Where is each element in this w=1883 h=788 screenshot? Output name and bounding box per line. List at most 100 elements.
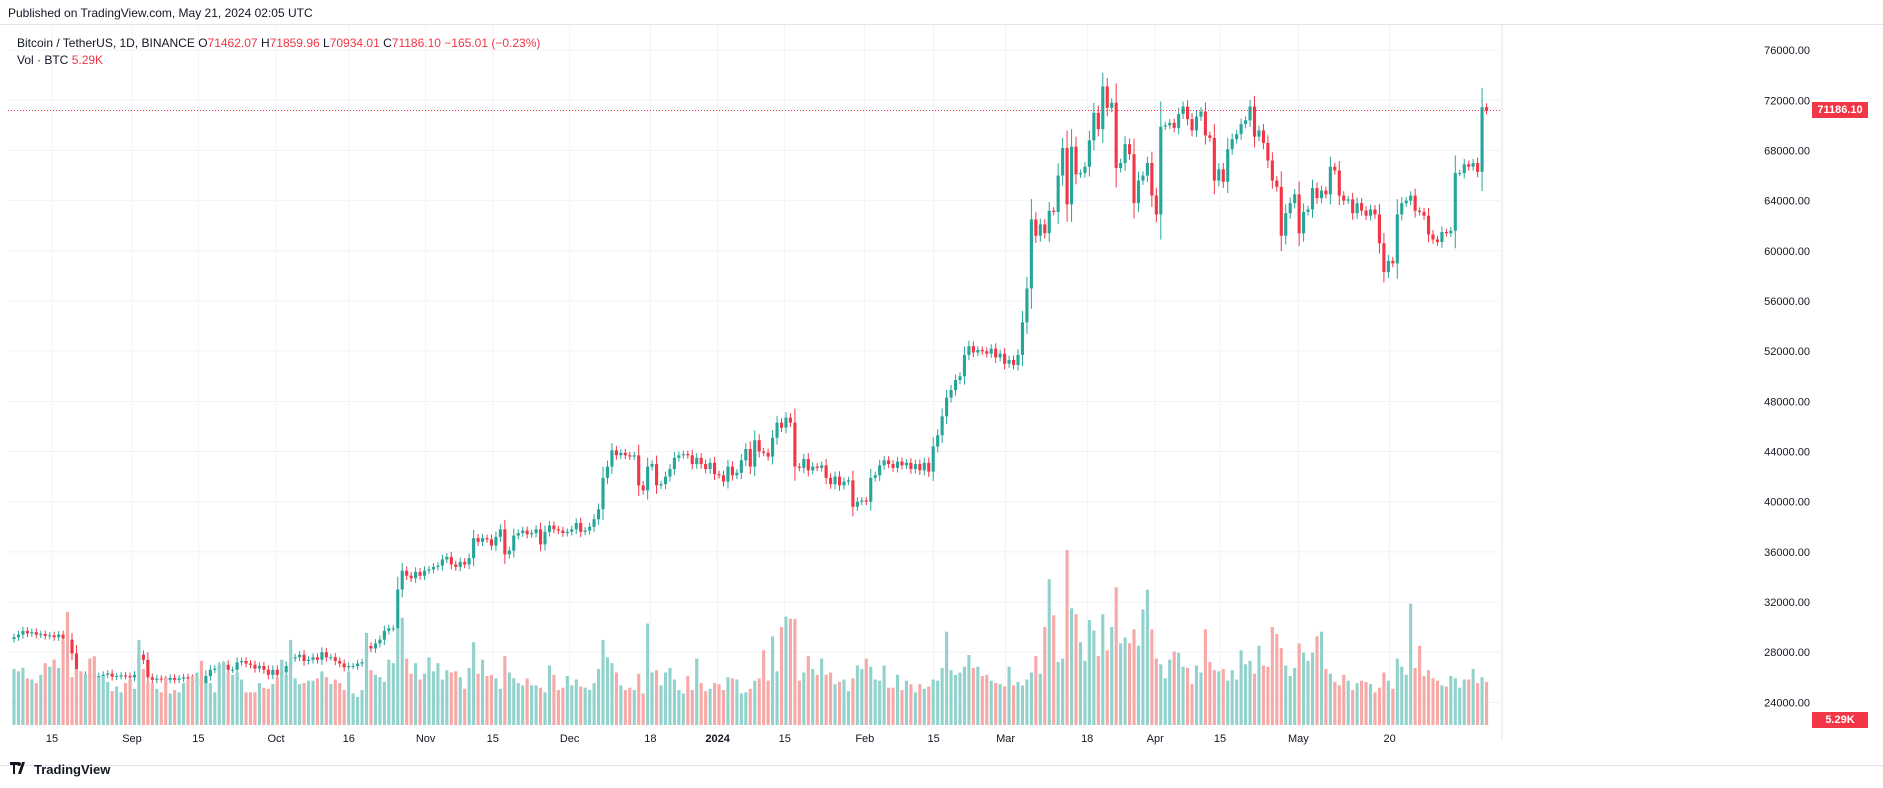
candle-body	[940, 416, 944, 436]
volume-bar	[1395, 658, 1399, 725]
volume-bar	[628, 687, 632, 725]
candle-body	[1016, 354, 1020, 365]
volume-bar	[1154, 658, 1158, 725]
volume-bar	[1413, 667, 1417, 725]
volume-bar	[1034, 656, 1038, 725]
volume-bar	[579, 686, 583, 725]
candle-body	[1163, 125, 1167, 127]
volume-bar	[806, 656, 810, 725]
volume-bar	[601, 639, 605, 725]
volume-bar	[1453, 678, 1457, 725]
candle-body	[119, 675, 123, 677]
candle-body	[851, 480, 855, 507]
candle-body	[614, 450, 618, 456]
volume-bar	[1440, 685, 1444, 725]
candle-body	[1275, 180, 1279, 187]
legend-vol-label[interactable]: Vol · BTC	[17, 53, 69, 67]
legend-symbol[interactable]: Bitcoin / TetherUS, 1D, BINANCE	[17, 36, 195, 50]
volume-bar	[1248, 660, 1252, 725]
volume-bar	[387, 659, 391, 725]
volume-bar	[1123, 637, 1127, 725]
candle-body	[1386, 260, 1390, 273]
candle-body	[311, 657, 315, 660]
candle-body	[913, 464, 917, 470]
volume-bar	[1261, 665, 1265, 725]
candle-body	[561, 530, 565, 534]
candle-body	[1476, 162, 1480, 172]
volume-bar	[878, 680, 882, 725]
volume-bar	[115, 686, 119, 725]
candle-body	[1052, 210, 1056, 212]
volume-bar	[739, 693, 743, 725]
y-tick-label: 56000.00	[1764, 296, 1810, 308]
volume-bar	[204, 683, 208, 725]
candle-body	[1364, 210, 1368, 216]
candle-body	[235, 662, 239, 670]
candle-body	[186, 677, 190, 679]
candle-body	[762, 451, 766, 453]
candle-body	[686, 454, 690, 456]
chart-frame[interactable]	[0, 24, 1883, 766]
volume-bar	[918, 684, 922, 725]
candle-body	[538, 529, 543, 545]
candle-body	[467, 558, 471, 565]
legend-vol-value: 5.29K	[71, 53, 104, 67]
volume-bar	[284, 674, 288, 725]
volume-bar	[1003, 686, 1007, 725]
candle-body	[744, 449, 748, 461]
candle-body	[1087, 140, 1091, 167]
candle-body	[1011, 359, 1016, 365]
volume-bar	[1284, 665, 1288, 725]
candle-body	[726, 466, 730, 482]
volume-bar	[507, 672, 511, 725]
volume-bar	[690, 690, 694, 725]
volume-bar	[846, 691, 850, 725]
volume-bar	[25, 678, 29, 725]
volume-bar	[217, 664, 221, 725]
candle-body	[945, 397, 949, 417]
volume-bar	[1342, 674, 1346, 725]
volume-bar	[677, 690, 681, 725]
volume-bar	[329, 684, 333, 725]
candle-body	[998, 353, 1002, 358]
volume-bar	[137, 639, 141, 725]
candle-body	[168, 677, 172, 680]
candle-body	[1431, 234, 1435, 240]
volume-bar	[655, 670, 659, 725]
candle-body	[1136, 180, 1141, 204]
candle-body	[784, 417, 788, 428]
candle-body	[503, 529, 507, 555]
volume-bar	[1484, 681, 1489, 725]
volume-bar	[231, 674, 235, 725]
volume-bar	[1302, 652, 1306, 725]
footer-branding[interactable]: TradingView	[10, 762, 110, 777]
candle-body	[1212, 137, 1216, 181]
volume-bar	[596, 669, 601, 725]
volume-bar	[1203, 629, 1207, 725]
candle-body	[672, 457, 676, 470]
candle-body	[1007, 359, 1011, 364]
volume-bar	[619, 685, 623, 725]
volume-bar	[311, 680, 315, 725]
candle-body	[708, 462, 712, 470]
candle-body	[387, 628, 391, 631]
candle-body	[1208, 135, 1212, 138]
volume-bar	[614, 672, 618, 725]
volume-bar	[302, 683, 306, 725]
candle-body	[985, 351, 989, 354]
candle-body	[1244, 120, 1248, 125]
volume-bar	[1230, 670, 1234, 725]
volume-bar	[454, 671, 458, 725]
candle-body	[806, 459, 810, 471]
volume-bar	[650, 672, 654, 725]
candle-body	[989, 348, 993, 354]
x-tick-label: Dec	[560, 733, 580, 745]
candle-body	[422, 570, 427, 576]
volume-bar	[784, 616, 788, 725]
volume-bar	[1418, 645, 1422, 725]
volume-bar	[1221, 669, 1225, 725]
candle-body	[1404, 200, 1408, 204]
volume-bar	[1069, 608, 1074, 725]
volume-bar	[503, 656, 507, 725]
